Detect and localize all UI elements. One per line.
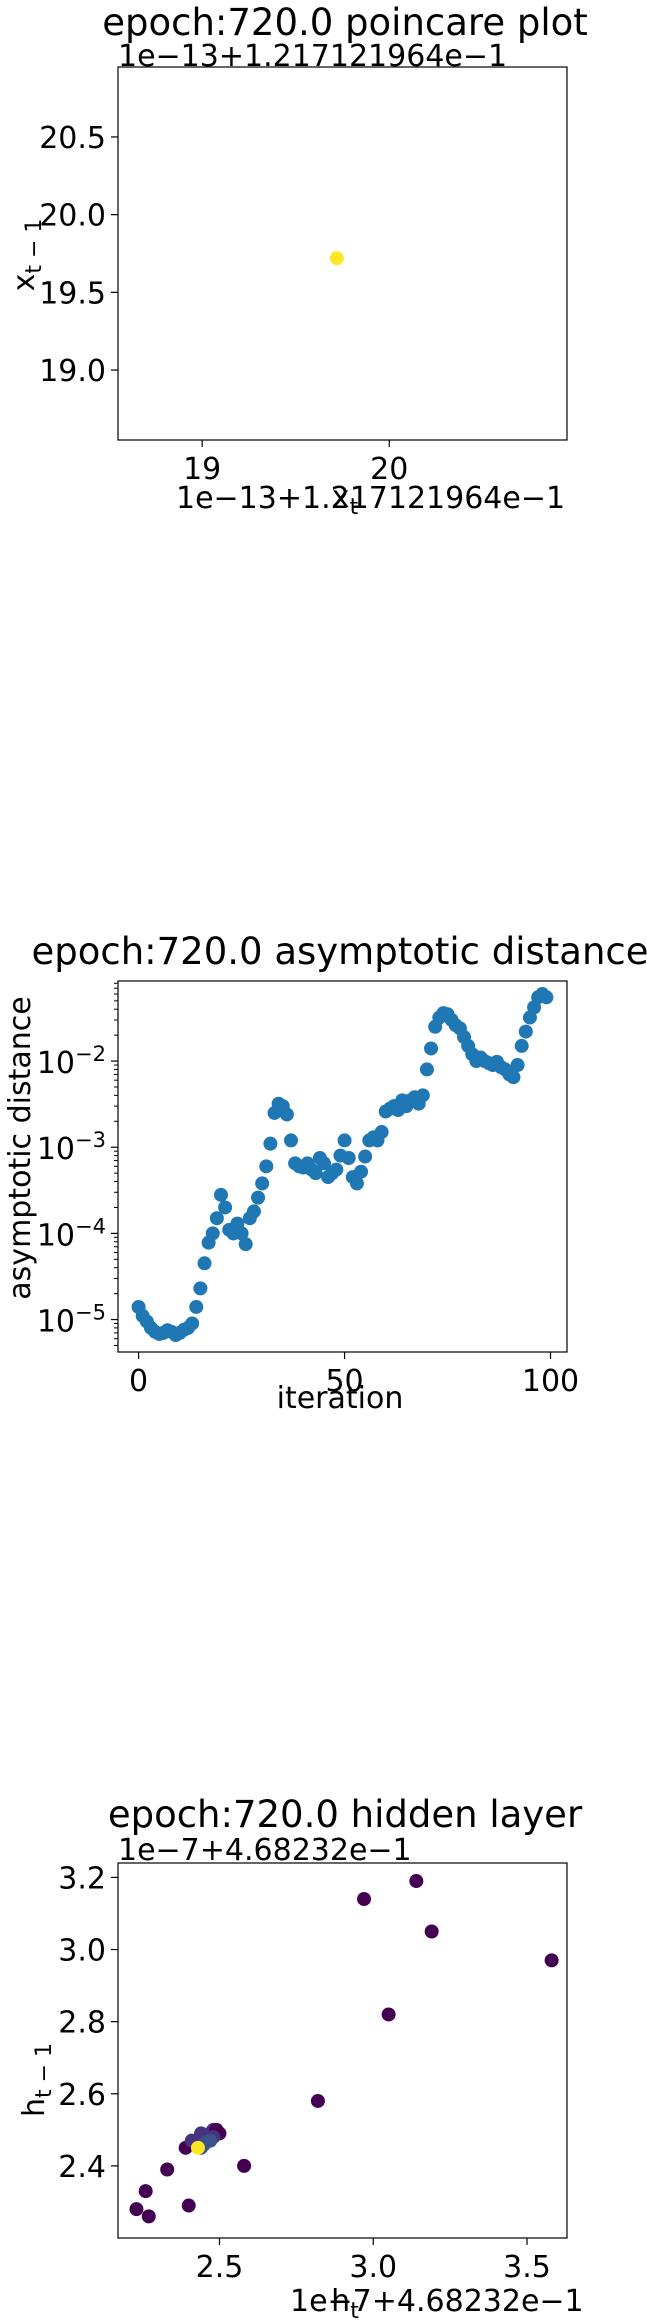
data-point	[510, 1058, 525, 1073]
data-point	[506, 1070, 521, 1085]
y-tick-label: 19.0	[39, 354, 106, 389]
chart-title: epoch:720.0 poincare plot	[102, 1, 588, 44]
plot-area: 19 20 19.0 19.5 20.0 20.5	[39, 66, 568, 487]
x-tick-label: 20	[370, 452, 408, 487]
data-point	[181, 2198, 196, 2213]
data-point	[337, 1133, 352, 1148]
data-point	[409, 1874, 424, 1889]
x-tick-label: 50	[325, 1364, 363, 1399]
data-point	[419, 1062, 434, 1077]
x-tick-label: 19	[183, 452, 221, 487]
plot-area: 2.5 3.0 3.5 2.4 2.6 2.8 3.0 3.2	[58, 1861, 568, 2285]
data-point	[189, 1299, 204, 1314]
data-point	[205, 1226, 220, 1241]
y-tick-label: 10−2	[37, 1042, 106, 1081]
x-offset-text: 1e−7+4.68232e−1	[290, 2284, 584, 2319]
y-tick-label: 19.5	[39, 276, 106, 311]
data-point	[424, 1041, 439, 1056]
y-axis-label: asymptotic distance	[3, 996, 38, 1299]
data-point	[193, 1281, 208, 1296]
data-points	[129, 1874, 559, 2224]
data-point	[539, 990, 554, 1005]
y-tick-label: 2.8	[58, 2006, 106, 2041]
data-point	[138, 2184, 153, 2199]
data-point	[190, 2140, 205, 2155]
hidden-layer-panel: epoch:720.0 hidden layer 1e−7+4.68232e−1…	[0, 1790, 647, 2323]
y-offset-text: 1e−7+4.68232e−1	[118, 1833, 412, 1868]
y-axis-label: ht − 1	[17, 2043, 57, 2117]
poincare-panel: epoch:720.0 poincare plot 1e−13+1.217121…	[0, 0, 647, 560]
data-point	[544, 1953, 559, 1968]
y-tick-label: 20.0	[39, 199, 106, 234]
data-point	[341, 1150, 356, 1165]
x-tick-label: 100	[522, 1364, 579, 1399]
y-tick-label: 20.5	[39, 121, 106, 156]
data-point	[238, 1237, 253, 1252]
data-point	[354, 1164, 369, 1179]
chart-title: epoch:720.0 asymptotic distance	[31, 930, 647, 973]
y-axis-label: xt − 1	[7, 219, 47, 292]
axes-frame	[117, 1862, 568, 2239]
y-tick-label: 10−3	[37, 1128, 106, 1167]
chart-title: epoch:720.0 hidden layer	[108, 1793, 583, 1836]
data-point	[514, 1038, 529, 1053]
data-point	[415, 1088, 430, 1103]
data-point	[263, 1136, 278, 1151]
y-tick-label: 10−5	[37, 1301, 106, 1340]
data-point	[349, 1176, 364, 1191]
data-point	[141, 2209, 156, 2224]
data-point	[310, 2093, 325, 2108]
data-point	[424, 1924, 439, 1939]
data-point	[279, 1107, 294, 1122]
x-axis-label: xt	[332, 480, 359, 520]
data-point	[284, 1133, 299, 1148]
asymptotic-chart: epoch:720.0 asymptotic distance 0 50 100 10…	[3, 930, 647, 1416]
y-tick-label: 10−4	[37, 1214, 106, 1253]
data-point	[518, 1024, 533, 1039]
y-offset-text: 1e−13+1.217121964e−1	[118, 39, 507, 74]
plot-area: 0 50 100 10−5 10−4 10−3 10−2	[37, 980, 579, 1399]
data-point	[308, 1166, 323, 1181]
asymptotic-panel: epoch:720.0 asymptotic distance 0 50 100 10…	[0, 900, 647, 1440]
x-tick-label: 3.5	[503, 2250, 551, 2285]
data-point	[234, 1226, 249, 1241]
data-points	[131, 987, 554, 1343]
data-point	[129, 2202, 144, 2217]
y-tick-label: 2.4	[58, 2150, 106, 2185]
data-point	[255, 1176, 270, 1191]
data-point	[329, 1162, 344, 1177]
y-tick-label: 3.2	[58, 1861, 106, 1896]
data-points	[329, 251, 344, 266]
x-tick-label: 3.0	[349, 2250, 397, 2285]
data-point	[209, 1211, 224, 1226]
data-point	[329, 251, 344, 266]
data-point	[357, 1892, 372, 1907]
x-tick-label: 2.5	[196, 2250, 244, 2285]
data-point	[237, 2158, 252, 2173]
data-point	[213, 1187, 228, 1202]
x-tick-label: 0	[129, 1364, 148, 1399]
hidden-layer-chart: epoch:720.0 hidden layer 1e−7+4.68232e−1…	[17, 1793, 584, 2323]
y-tick-label: 2.6	[58, 2078, 106, 2113]
data-point	[251, 1190, 266, 1205]
data-point	[381, 2007, 396, 2022]
data-point	[160, 2162, 175, 2177]
data-point	[197, 1256, 212, 1271]
y-tick-label: 3.0	[58, 1934, 106, 1969]
data-point	[218, 1200, 233, 1215]
x-axis-label: iteration	[277, 1381, 404, 1416]
data-point	[316, 1156, 331, 1171]
data-point	[259, 1159, 274, 1174]
data-point	[374, 1125, 389, 1140]
data-point	[185, 1316, 200, 1331]
poincare-chart: epoch:720.0 poincare plot 1e−13+1.217121…	[7, 1, 588, 520]
data-point	[358, 1149, 373, 1164]
x-offset-text: 1e−13+1.217121964e−1	[176, 481, 565, 516]
axes-frame	[117, 66, 568, 441]
data-point	[246, 1204, 261, 1219]
